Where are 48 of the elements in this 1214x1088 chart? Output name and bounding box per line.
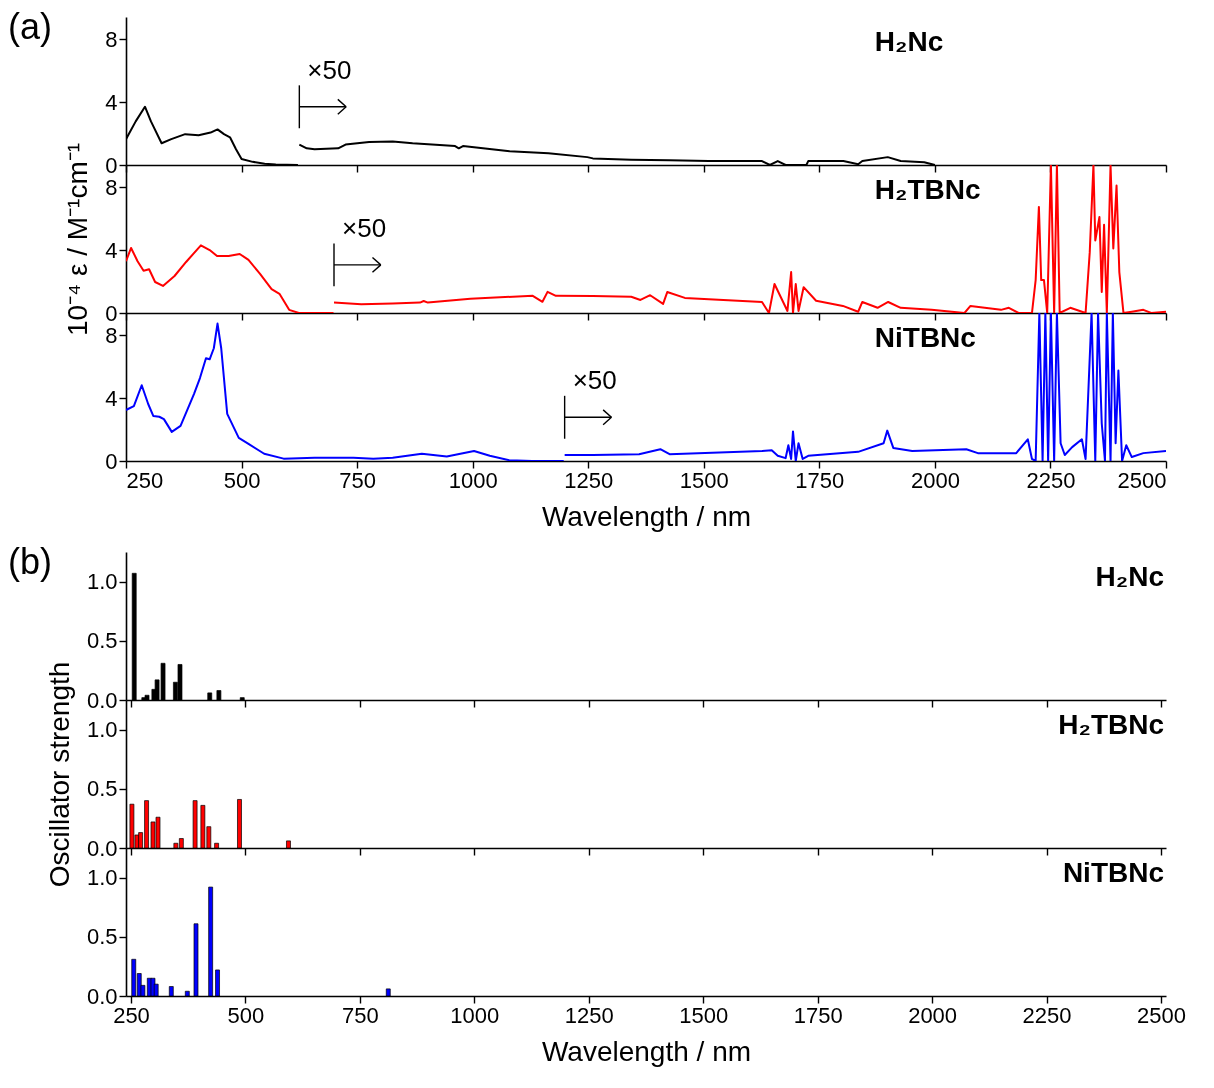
y-tick-label: 8	[105, 26, 118, 52]
y-tick-label: 0.0	[86, 983, 118, 1009]
text: (b)	[8, 541, 52, 582]
annotation: ×50	[307, 54, 352, 85]
y-tick-label: 0.0	[86, 687, 118, 713]
y-tick-label: 0.0	[86, 835, 118, 861]
text: NiTBNc	[874, 322, 976, 353]
x-tick-label: 1500	[679, 467, 729, 493]
y-tick-label: 0.5	[86, 776, 118, 802]
y-tick-label: 0.5	[86, 628, 118, 654]
x-tick-label: 750	[342, 1002, 379, 1028]
text: H₂TBNc	[874, 174, 981, 205]
x-tick-label: 1500	[679, 1002, 729, 1028]
y-tick-label: 1.0	[86, 717, 118, 743]
x-tick-label: 2250	[1022, 1002, 1072, 1028]
x-tick-label: 2500	[1137, 1002, 1186, 1028]
x-tick-label: 2000	[910, 467, 960, 493]
x-tick-label: 1250	[564, 467, 614, 493]
x-tick-label: 1250	[564, 1002, 614, 1028]
x-tick-label: 750	[339, 467, 376, 493]
text: H₂Nc	[874, 26, 944, 57]
y-tick-label: 0.5	[86, 924, 118, 950]
y-tick-label: 1.0	[86, 865, 118, 891]
x-tick-label: 500	[223, 467, 261, 493]
x-axis-title: Wavelength / nm	[541, 500, 752, 532]
y-tick-label: 4	[105, 385, 118, 411]
x-axis-title: Wavelength / nm	[541, 1035, 752, 1067]
y-tick-label: 1.0	[86, 569, 118, 595]
annotation: ×50	[572, 365, 617, 396]
x-tick-label: 2250	[1026, 467, 1076, 493]
y-tick-label: 0	[105, 448, 118, 474]
text: H₂TBNc	[1058, 709, 1164, 740]
x-tick-label: 2000	[908, 1002, 958, 1028]
y-axis-title: 10⁻⁴ ε / M⁻¹cm⁻¹	[62, 142, 94, 337]
y-tick-label: 4	[105, 89, 118, 115]
x-tick-label: 1750	[793, 1002, 843, 1028]
x-tick-label: 250	[126, 467, 164, 493]
x-tick-label: 2500	[1117, 467, 1167, 493]
text: (a)	[8, 6, 52, 47]
y-axis-title: Oscillator strength	[43, 661, 75, 888]
text: H₂Nc	[1095, 561, 1164, 592]
text: NiTBNc	[1062, 857, 1164, 888]
y-tick-label: 4	[105, 237, 118, 263]
x-tick-label: 1000	[448, 467, 498, 493]
annotation: ×50	[342, 212, 387, 243]
x-tick-label: 500	[227, 1002, 265, 1028]
x-tick-label: 1000	[450, 1002, 500, 1028]
x-tick-label: 1750	[795, 467, 845, 493]
